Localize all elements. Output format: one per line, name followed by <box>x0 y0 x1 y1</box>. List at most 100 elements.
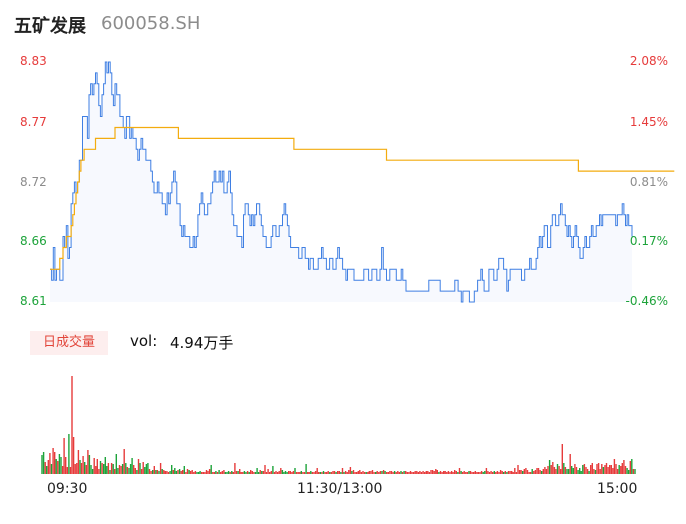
volume-bar <box>91 469 94 474</box>
volume-bar <box>251 471 253 474</box>
volume-bar <box>305 464 307 474</box>
volume-bar <box>488 472 491 474</box>
volume-bar <box>487 471 489 474</box>
volume-bar <box>221 471 223 474</box>
volume-bar <box>450 471 453 474</box>
volume-bar <box>480 471 483 474</box>
volume-bar <box>474 471 476 474</box>
volume-bar <box>257 472 260 474</box>
volume-bar <box>297 472 299 474</box>
change-tick: 0.81% <box>629 175 668 189</box>
volume-bar <box>563 463 565 474</box>
volume-bar <box>605 463 608 474</box>
volume-bar <box>468 471 470 474</box>
volume-bar <box>569 454 571 474</box>
volume-bar <box>435 469 437 474</box>
volume-bar <box>313 472 315 474</box>
volume-bar <box>392 472 394 474</box>
volume-value: 4.94万手 <box>170 334 234 352</box>
volume-bar <box>422 471 424 474</box>
volume-bar <box>311 472 314 474</box>
volume-bar <box>403 471 405 474</box>
volume-bar <box>123 449 125 474</box>
volume-bar <box>256 468 258 474</box>
volume-bar <box>373 472 375 474</box>
volume-bar <box>280 468 282 474</box>
volume-bar <box>420 472 423 474</box>
volume-bar <box>87 450 89 474</box>
volume-bar <box>414 471 416 474</box>
volume-bar <box>553 467 556 474</box>
volume-bar <box>479 472 481 474</box>
volume-bar <box>477 472 480 474</box>
volume-bar <box>395 472 397 474</box>
volume-bar <box>294 468 296 474</box>
volume-bar <box>93 458 95 474</box>
volume-bar <box>147 463 149 474</box>
volume-bar <box>95 466 97 474</box>
volume-bar <box>381 471 383 474</box>
volume-bar <box>295 472 298 474</box>
volume-bar <box>164 471 166 474</box>
price-tick: 8.77 <box>20 115 47 129</box>
volume-bar <box>357 471 359 474</box>
volume-bar <box>148 469 151 474</box>
volume-bar <box>632 469 635 474</box>
volume-bar <box>115 454 117 474</box>
volume-bar <box>583 464 586 474</box>
volume-bar <box>318 472 320 474</box>
volume-bar <box>332 471 334 474</box>
volume-bar <box>558 466 560 474</box>
volume-bar <box>579 468 581 474</box>
volume-bar <box>327 471 329 474</box>
volume-bar <box>629 461 631 474</box>
volume-bar <box>514 468 516 474</box>
volume-bar <box>265 472 268 474</box>
volume-bar <box>159 463 162 474</box>
volume-bar <box>473 472 475 474</box>
volume-bar <box>46 466 48 474</box>
volume-bar <box>194 471 197 474</box>
volume-bar <box>609 465 611 474</box>
volume-bar <box>335 472 337 474</box>
volume-bar <box>254 472 257 474</box>
volume-bar <box>178 469 181 474</box>
volume-bar <box>275 471 277 474</box>
volume-bar <box>447 471 450 474</box>
volume-bar <box>308 472 310 474</box>
volume-bar <box>515 472 518 474</box>
volume-bar <box>359 470 361 474</box>
volume-bar <box>163 470 165 474</box>
volume-bar <box>300 471 302 474</box>
volume-bar <box>531 469 533 474</box>
volume-bar <box>112 464 114 474</box>
volume-bar <box>303 472 306 474</box>
volume-bar <box>220 472 222 474</box>
volume-bar <box>276 472 279 474</box>
volume-bar <box>180 471 182 474</box>
volume-bar <box>375 472 377 474</box>
volume-bar <box>107 463 110 474</box>
volume-bar <box>544 467 546 474</box>
volume-bar <box>507 471 510 474</box>
time-tick-midday: 11:30/13:00 <box>297 481 383 497</box>
volume-bar <box>152 470 154 474</box>
volume-bar <box>444 471 446 474</box>
volume-bar <box>466 472 469 474</box>
volume-bar <box>446 472 448 474</box>
price-tick: 8.83 <box>20 54 47 68</box>
volume-bar <box>354 472 356 474</box>
volume-bar <box>71 376 73 474</box>
volume-bar <box>452 472 454 474</box>
volume-bar <box>90 465 92 474</box>
volume-bar <box>433 471 435 474</box>
daily-volume-tab[interactable]: 日成交量 <box>30 331 108 355</box>
volume-bar <box>620 466 622 474</box>
volume-bar <box>189 471 192 474</box>
volume-bar <box>417 472 420 474</box>
average-price-line <box>50 126 675 270</box>
volume-bar <box>449 472 451 474</box>
volume-bar <box>302 472 304 474</box>
volume-bar <box>82 456 84 474</box>
volume-bar <box>495 472 497 474</box>
